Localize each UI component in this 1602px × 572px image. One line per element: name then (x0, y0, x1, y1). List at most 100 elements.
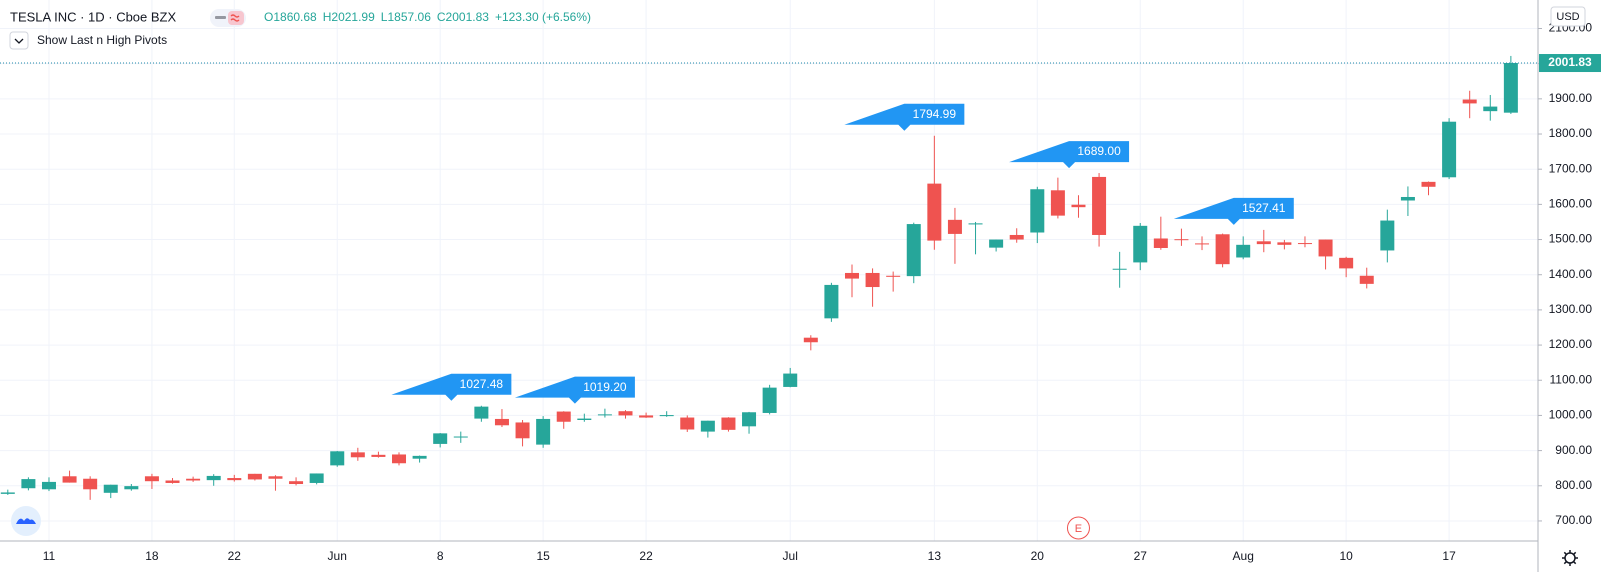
candle-body (618, 411, 633, 416)
candle-body (1133, 225, 1148, 263)
x-tick-label: 15 (536, 549, 550, 563)
pivot-text: 1019.20 (583, 380, 627, 394)
y-tick-label: 1500.00 (1549, 232, 1593, 246)
candle-body (474, 406, 489, 419)
candle-body (597, 414, 612, 416)
candle-body (289, 481, 304, 485)
x-tick-label: 11 (43, 549, 56, 563)
pivot-box (514, 376, 635, 404)
candle-body (1112, 268, 1127, 270)
candle-body (494, 418, 509, 426)
candle-body (721, 417, 736, 430)
y-tick-label: 900.00 (1555, 443, 1592, 457)
candle-body (536, 418, 551, 445)
candle-body (41, 481, 56, 490)
candle-body (824, 284, 839, 319)
symbol-title: TESLA INC · 1D · Cboe BZX (10, 9, 176, 24)
overlay: 1027.48 1019.20 1794.99 1689.00 1527.41 2001.… (0, 54, 1601, 540)
indicator-label[interactable]: Show Last n High Pivots (37, 33, 167, 47)
candle-body (762, 387, 777, 413)
candle-body (844, 272, 859, 279)
x-tick-label: 22 (639, 549, 653, 563)
candle-body (556, 411, 571, 422)
candle-body (453, 436, 468, 438)
earnings-marker (1066, 516, 1090, 540)
candle-body (865, 272, 880, 288)
y-tick-label: 1100.00 (1550, 372, 1593, 386)
pivot-text: 1794.99 (913, 107, 957, 121)
earnings-label: E (1075, 523, 1082, 535)
candle-body (21, 479, 36, 489)
candle-body (886, 275, 901, 277)
ohlc-prefix: O (264, 10, 273, 24)
candle-body (433, 433, 448, 444)
candle-body (268, 476, 283, 479)
y-tick-label: 1900.00 (1549, 91, 1593, 105)
candle-body (1318, 239, 1333, 257)
candle-body (742, 412, 757, 427)
candle-body (577, 418, 592, 420)
candle-body (1153, 238, 1168, 248)
candle-body (639, 415, 654, 418)
y-tick-label: 1600.00 (1549, 197, 1593, 211)
settings[interactable] (1562, 550, 1578, 566)
candle-body (227, 478, 242, 481)
candle-body (186, 478, 201, 481)
toggle-icon (215, 16, 226, 19)
candle-body (989, 239, 1004, 248)
pivot-box (1173, 197, 1294, 225)
candle-body (144, 476, 159, 482)
x-tick-label: 22 (228, 549, 242, 563)
pivot-text: 1027.48 (460, 377, 504, 391)
ohlc-prefix: L (381, 10, 388, 24)
toggle-icon (230, 14, 240, 22)
ohlc-value: 2001.83 (446, 10, 490, 24)
ohlc-value: 1860.68 (273, 10, 317, 24)
y-tick-label: 1000.00 (1549, 408, 1593, 422)
ohlc-value: 2021.99 (331, 10, 375, 24)
pivot-label: 1527.41 (1173, 197, 1294, 225)
ohlc-values: O 1860.68 H 2021.99 L 1857.06 C 2001.83 +123.30 … (264, 10, 591, 24)
currency-label: USD (1556, 11, 1579, 23)
candle-body (62, 476, 77, 483)
y-tick-label: 800.00 (1555, 478, 1592, 492)
chevron-icon (14, 38, 24, 44)
change-value: +123.30 (+6.56%) (495, 10, 591, 24)
pivot-label: 1794.99 (844, 103, 965, 131)
x-tick-label: 20 (1031, 549, 1045, 563)
candle-body (1174, 239, 1189, 241)
x-tick-label: 27 (1134, 549, 1148, 563)
y-tick-label: 1700.00 (1549, 161, 1593, 175)
header-toggles[interactable] (210, 9, 246, 27)
candle-body (659, 415, 674, 417)
pivot-label: 1019.20 (514, 376, 635, 404)
x-tick-label: 18 (145, 549, 159, 563)
ohlc-prefix: C (437, 10, 446, 24)
candle-body (371, 454, 386, 457)
candle-body (927, 183, 942, 241)
pivot-box (391, 373, 512, 401)
candle-body (1400, 196, 1415, 201)
candle-body (680, 417, 695, 430)
x-tick-label: Jul (783, 549, 798, 563)
collapse-button[interactable] (9, 31, 29, 50)
candle-body (1297, 243, 1312, 245)
y-tick-label: 700.00 (1555, 513, 1592, 527)
candle-body (783, 373, 798, 387)
candle-body (1215, 234, 1230, 265)
y-tick-label: 1800.00 (1549, 126, 1593, 140)
candle-body (247, 473, 262, 480)
currency-box[interactable] (1550, 6, 1586, 27)
candle-body (330, 451, 345, 466)
toggle-icon (228, 11, 244, 25)
ohlc-value: 1857.06 (387, 10, 431, 24)
candle-body (124, 486, 139, 490)
candle-body (968, 223, 983, 225)
y-tick-label: 1400.00 (1549, 267, 1593, 281)
candle-body (1195, 243, 1210, 245)
x-tick-label: 10 (1339, 549, 1353, 563)
candle-body (1236, 244, 1251, 258)
candle-body (103, 484, 118, 493)
